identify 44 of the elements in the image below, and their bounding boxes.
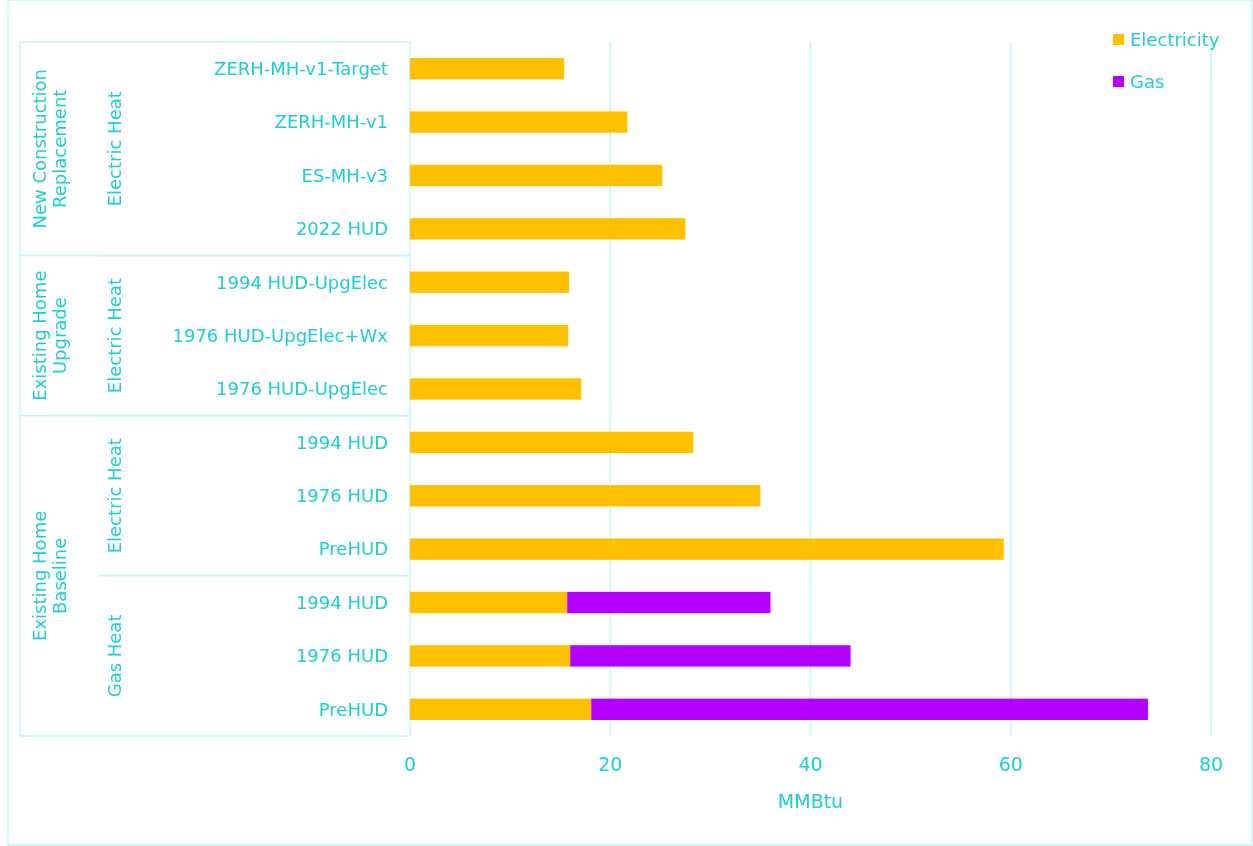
bar [410, 58, 565, 80]
text: Electric Heat [104, 278, 126, 394]
bar [410, 645, 571, 667]
x-tick-label: 20 [598, 753, 623, 775]
y-tick-label: PreHUD [318, 698, 388, 720]
y-tick-label: ZERH-MH-v1 [274, 111, 388, 133]
text: Existing Home Upgrade [28, 270, 71, 401]
bar [410, 271, 570, 293]
bar [410, 218, 686, 240]
y-tick-label: 1994 HUD-UpgElec [216, 271, 388, 293]
bar [570, 645, 851, 667]
bar [410, 431, 694, 454]
bar [591, 698, 1148, 720]
y-tick-label: ZERH-MH-v1-Target [214, 57, 388, 79]
bar [410, 698, 592, 720]
y-tick-label: 1976 HUD-UpgElec [216, 378, 388, 400]
bar [410, 164, 663, 187]
y-tick-label: 1994 HUD [295, 591, 388, 613]
text: Electric Heat [104, 438, 126, 554]
bar [567, 591, 771, 614]
bar [410, 591, 568, 614]
y-tick-label: 1976 HUD [295, 645, 388, 667]
x-tick-label: 80 [1198, 753, 1224, 775]
x-tick-label: 40 [798, 753, 823, 775]
x-tick-label: 60 [998, 753, 1023, 775]
text: Gas Heat [104, 614, 126, 698]
y-tick-label: 2022 HUD [295, 218, 388, 240]
y-tick-label: PreHUD [318, 538, 388, 560]
text: Existing Home Baseline [28, 510, 71, 641]
legend-label: Gas [1130, 71, 1165, 93]
y-tick-label: 1976 HUD-UpgElec+Wx [172, 324, 389, 346]
legend-label: Electricity [1130, 29, 1220, 51]
text: New Construction Replacement [28, 68, 71, 229]
bar [410, 378, 582, 400]
bar [410, 538, 1004, 560]
y-tick-label: 1976 HUD [295, 485, 388, 507]
bar [410, 111, 628, 133]
y-tick-label: 1994 HUD [295, 431, 388, 453]
bar [410, 324, 569, 347]
y-tick-label: ES-MH-v3 [301, 164, 388, 186]
x-tick-label: 0 [403, 753, 417, 775]
bar [410, 485, 761, 507]
text: Electric Heat [104, 91, 126, 207]
x-axis-title: MMBtu [777, 790, 844, 812]
